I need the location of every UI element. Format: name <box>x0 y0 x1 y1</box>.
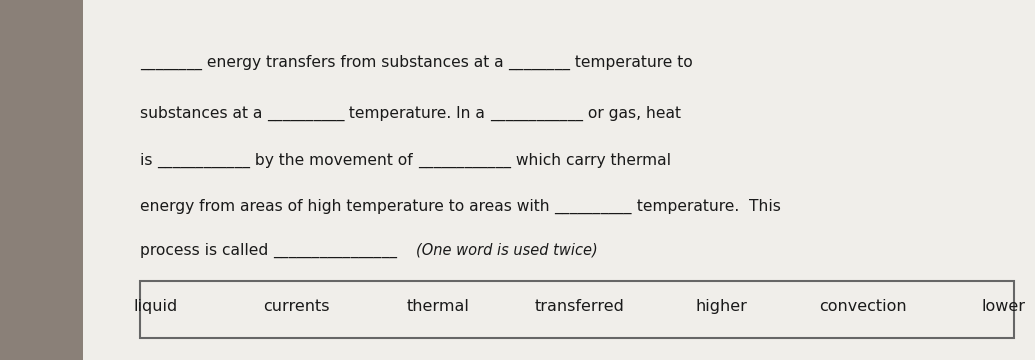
Text: temperature to: temperature to <box>570 55 693 71</box>
Text: ____________: ____________ <box>157 153 250 168</box>
Text: ____________: ____________ <box>491 106 584 121</box>
Text: which carry thermal: which carry thermal <box>510 153 671 168</box>
Text: energy from areas of high temperature to areas with: energy from areas of high temperature to… <box>140 199 554 215</box>
Text: ________: ________ <box>140 55 202 71</box>
Text: temperature. In a: temperature. In a <box>345 106 491 121</box>
Text: ____________: ____________ <box>418 153 510 168</box>
Text: convection: convection <box>819 299 907 314</box>
Text: currents: currents <box>264 299 330 314</box>
Text: energy transfers from substances at a: energy transfers from substances at a <box>202 55 508 71</box>
Text: thermal: thermal <box>407 299 470 314</box>
Text: __________: __________ <box>267 106 345 121</box>
Text: substances at a: substances at a <box>140 106 267 121</box>
Text: is: is <box>140 153 157 168</box>
Text: or gas, heat: or gas, heat <box>584 106 681 121</box>
Text: transferred: transferred <box>535 299 624 314</box>
Text: lower: lower <box>982 299 1026 314</box>
Text: (One word is used twice): (One word is used twice) <box>416 243 598 258</box>
Text: __________: __________ <box>554 199 631 215</box>
Text: liquid: liquid <box>134 299 177 314</box>
Text: by the movement of: by the movement of <box>250 153 418 168</box>
Bar <box>140 281 1014 338</box>
Text: ________________: ________________ <box>273 243 396 258</box>
Text: higher: higher <box>696 299 747 314</box>
Text: temperature.  This: temperature. This <box>631 199 780 215</box>
Text: process is called: process is called <box>140 243 273 258</box>
Text: ________: ________ <box>508 55 570 71</box>
